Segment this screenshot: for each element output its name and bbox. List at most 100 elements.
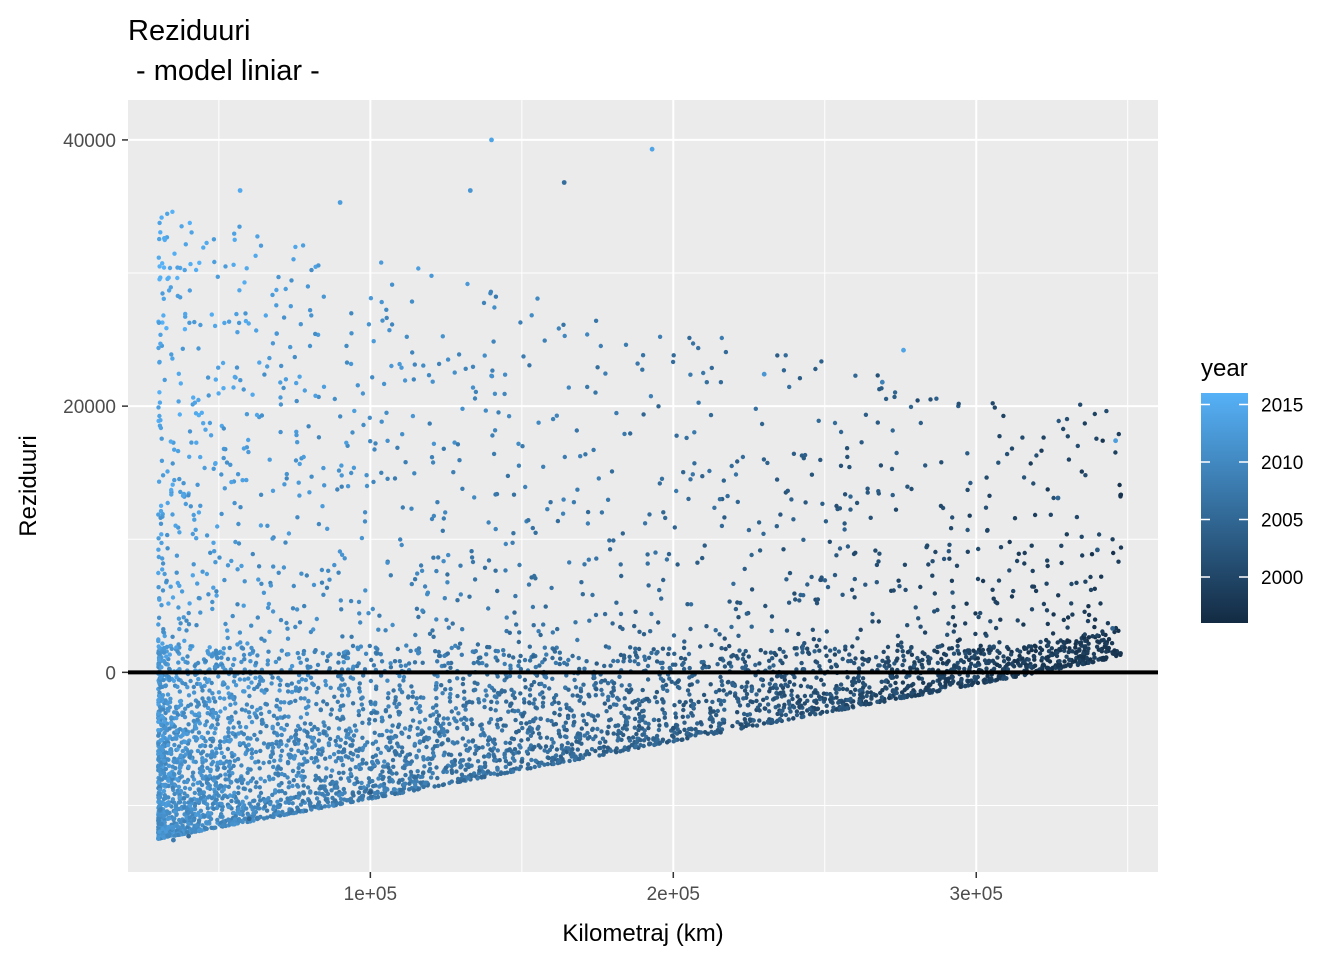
- scatter-point: [982, 658, 988, 663]
- scatter-point: [362, 789, 367, 794]
- scatter-point: [300, 243, 306, 248]
- scatter-point: [158, 515, 163, 520]
- minor-gridlines: [128, 100, 1158, 872]
- scatter-point: [685, 730, 690, 736]
- scatter-point: [325, 799, 331, 805]
- scatter-point: [996, 460, 1001, 465]
- scatter-point: [425, 590, 431, 595]
- scatter-point: [213, 797, 219, 802]
- scatter-point: [270, 741, 275, 747]
- scatter-point: [400, 731, 405, 736]
- scatter-point: [448, 686, 453, 692]
- scatter-point: [195, 748, 201, 754]
- scatter-point: [757, 661, 762, 666]
- scatter-point: [677, 699, 682, 704]
- scatter-point: [367, 415, 372, 420]
- scatter-point: [164, 578, 169, 583]
- scatter-point: [357, 611, 362, 616]
- scatter-point: [909, 645, 914, 650]
- scatter-point: [355, 779, 360, 785]
- scatter-point: [203, 722, 208, 728]
- scatter-point: [434, 765, 439, 770]
- scatter-point: [262, 638, 267, 643]
- scatter-point: [328, 774, 333, 779]
- scatter-point: [954, 563, 960, 568]
- scatter-point: [1034, 453, 1039, 458]
- scatter-point: [1017, 653, 1022, 659]
- scatter-point: [529, 683, 534, 688]
- scatter-point: [1113, 450, 1118, 455]
- scatter-point: [159, 458, 165, 463]
- scatter-point: [708, 682, 713, 687]
- scatter-point: [337, 549, 343, 554]
- scatter-point: [541, 464, 546, 469]
- scatter-point: [593, 693, 598, 698]
- scatter-point: [156, 711, 161, 716]
- scatter-point: [323, 678, 328, 684]
- scatter-point: [592, 718, 597, 723]
- scatter-point: [509, 749, 514, 754]
- scatter-point: [1007, 539, 1012, 545]
- scatter-point: [897, 584, 902, 589]
- scatter-point: [226, 734, 231, 739]
- scatter-point: [493, 526, 498, 532]
- scatter-point: [976, 546, 981, 552]
- scatter-point: [634, 731, 639, 737]
- scatter-point: [336, 468, 342, 473]
- scatter-point: [300, 778, 305, 783]
- scatter-point: [729, 654, 734, 659]
- scatter-point: [351, 664, 356, 669]
- scatter-point: [212, 259, 217, 265]
- scatter-point: [460, 406, 465, 411]
- scatter-point: [876, 489, 881, 494]
- scatter-point: [1075, 443, 1081, 449]
- scatter-point: [247, 693, 252, 699]
- scatter-point: [261, 590, 267, 595]
- scatter-point: [167, 652, 172, 657]
- scatter-point: [664, 722, 669, 727]
- scatter-point: [892, 394, 897, 400]
- scatter-point: [156, 405, 161, 410]
- scatter-point: [485, 753, 490, 759]
- scatter-point: [550, 630, 555, 635]
- scatter-point: [199, 410, 204, 415]
- scatter-point: [740, 656, 746, 662]
- scatter-point: [392, 787, 397, 792]
- scatter-point: [852, 595, 857, 600]
- scatter-point: [900, 680, 906, 685]
- scatter-point: [1033, 644, 1038, 649]
- scatter-point: [157, 829, 162, 834]
- scatter-point: [1064, 654, 1069, 659]
- scatter-point: [757, 708, 762, 713]
- scatter-point: [341, 716, 346, 721]
- scatter-point: [163, 698, 168, 703]
- scatter-point: [337, 793, 342, 798]
- scatter-point: [305, 759, 310, 764]
- scatter-point: [1099, 638, 1104, 643]
- scatter-point: [307, 308, 313, 313]
- scatter-point: [1021, 622, 1026, 627]
- scatter-point: [1022, 561, 1027, 566]
- scatter-point: [161, 813, 166, 819]
- scatter-point: [159, 713, 164, 719]
- scatter-point: [172, 447, 177, 452]
- scatter-point: [205, 765, 210, 771]
- scatter-point: [549, 718, 554, 724]
- scatter-point: [175, 777, 180, 782]
- scatter-point: [1080, 661, 1085, 667]
- scatter-point: [394, 771, 399, 776]
- scatter-point: [183, 311, 188, 317]
- scatter-point: [216, 365, 221, 370]
- scatter-point: [441, 446, 446, 451]
- scatter-point: [249, 719, 255, 725]
- scatter-point: [504, 699, 509, 704]
- scatter-point: [230, 613, 235, 619]
- scatter-point: [558, 754, 563, 759]
- scatter-point: [708, 714, 714, 720]
- scatter-point: [303, 808, 309, 813]
- scatter-point: [162, 571, 167, 577]
- scatter-point: [298, 322, 303, 327]
- scatter-point: [834, 695, 839, 700]
- scatter-point: [1005, 656, 1010, 661]
- scatter-point: [1106, 637, 1112, 642]
